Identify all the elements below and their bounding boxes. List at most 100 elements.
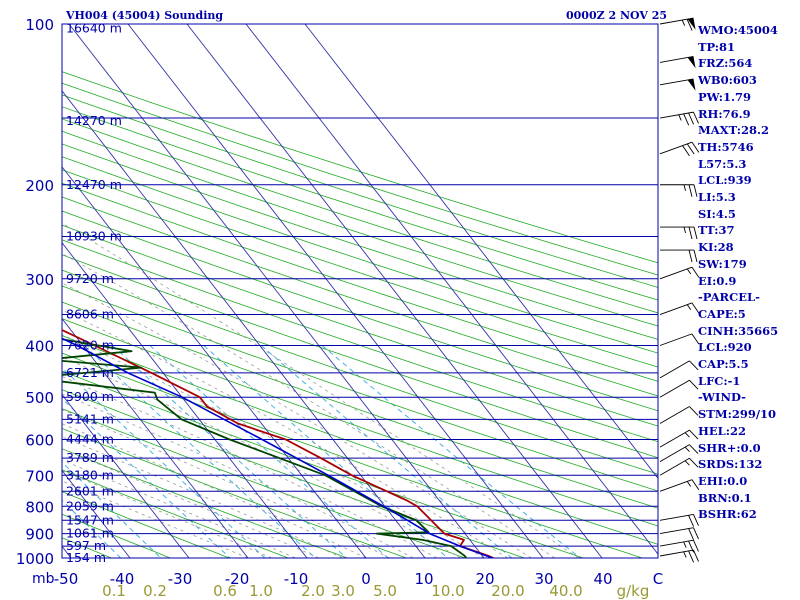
dry-adiabat <box>62 118 658 314</box>
height-label: 1547 m <box>66 512 114 527</box>
index-line: SHR+:0.0 <box>698 440 761 455</box>
dry-adiabat <box>62 169 658 368</box>
height-label: 16640 m <box>66 21 122 36</box>
index-line: SI:4.5 <box>698 206 736 221</box>
wind-barb <box>659 111 699 126</box>
wind-barb <box>659 479 700 492</box>
index-line: SW:179 <box>698 256 747 271</box>
wind-barb <box>659 141 700 157</box>
isotherm-line <box>62 317 249 558</box>
moist-adiabat <box>62 459 296 558</box>
plot-frame <box>61 23 659 559</box>
index-line: LCL:920 <box>698 340 752 355</box>
index-line: EHI:0.0 <box>698 473 748 488</box>
index-line: MAXT:28.2 <box>698 123 769 138</box>
pressure-label: 1000 <box>16 550 54 568</box>
index-line: BRN:0.1 <box>698 490 752 505</box>
temperature-profile <box>62 329 496 558</box>
mixing-ratio-line <box>149 345 389 558</box>
moist-adiabat <box>62 334 485 558</box>
isotherm-line <box>186 24 603 558</box>
index-line: RH:76.9 <box>698 106 751 121</box>
index-line: TH:5746 <box>698 139 754 154</box>
dry-adiabat <box>62 156 658 354</box>
index-line: WMO:45004 <box>698 23 778 37</box>
moist-adiabat <box>62 423 367 558</box>
indices-panel: WMO:45004 TP:81 FRZ:564 WB0:603 PW:1.79 RH:76… <box>698 22 798 523</box>
wind-barb <box>659 360 699 379</box>
dry-adiabat <box>62 196 658 397</box>
height-label: 2059 m <box>66 498 114 513</box>
isotherm-line <box>62 166 367 558</box>
height-label: 3789 m <box>66 450 114 465</box>
isotherm-line <box>127 24 544 558</box>
moist-adiabat <box>62 470 272 558</box>
index-line: SRDS:132 <box>698 457 763 472</box>
dry-adiabat <box>62 318 658 527</box>
isotherm-line <box>62 393 190 558</box>
index-line: CAP:5.5 <box>698 357 749 372</box>
index-line: L57:5.3 <box>698 156 747 171</box>
dry-adiabat <box>62 254 658 459</box>
mixing-ratio-line <box>203 345 448 558</box>
index-line: TT:37 <box>698 223 735 238</box>
height-label: 4444 m <box>66 432 114 447</box>
wind-barb <box>659 444 699 463</box>
index-line: BSHR:62 <box>698 507 757 522</box>
index-line: LCL:939 <box>698 173 752 188</box>
isotherm-line <box>245 24 658 555</box>
dry-adiabat <box>62 71 658 264</box>
wind-barb <box>659 56 696 69</box>
isobars <box>61 23 659 559</box>
moist-adiabat <box>62 375 437 558</box>
pressure-label: 300 <box>25 271 54 289</box>
pressure-label: 100 <box>25 16 54 34</box>
wind-barb <box>660 184 698 197</box>
wind-barb <box>659 78 696 91</box>
height-label: 3180 m <box>66 467 114 482</box>
mixing-ratio-line <box>260 345 513 558</box>
height-label: 14270 m <box>66 113 122 128</box>
temperature-tick: 20 <box>475 570 494 588</box>
wind-barb <box>660 226 698 240</box>
mixing-ratio-tick: 3.0 <box>331 582 355 600</box>
index-line: STM:299/10 <box>698 407 777 422</box>
pressure-unit-label: mb <box>32 571 55 587</box>
mixing-ratio-tick: 1.0 <box>249 582 273 600</box>
parcel-profile <box>62 337 495 558</box>
wind-barb <box>659 549 699 563</box>
pressure-label: 900 <box>25 526 54 544</box>
mixing-ratio-tick: 0.1 <box>102 582 126 600</box>
index-line: LFC:-1 <box>698 373 741 388</box>
pressure-label: 600 <box>25 432 54 450</box>
height-label: 1061 m <box>66 526 114 541</box>
height-label: 12470 m <box>66 177 122 192</box>
height-label: 10930 m <box>66 228 122 243</box>
temperature-tick: 10 <box>414 570 433 588</box>
mixing-ratio-unit: g/kg <box>617 582 650 600</box>
index-line: EI:0.9 <box>698 273 737 288</box>
valid-time: 0000Z 2 NOV 25 <box>566 9 668 22</box>
height-label: 2601 m <box>66 483 114 498</box>
wind-barb <box>659 406 699 424</box>
height-label: 154 m <box>66 550 106 565</box>
temperature-tick: 30 <box>534 570 553 588</box>
dry-adiabat <box>62 224 658 427</box>
mixing-ratio-tick: 40.0 <box>549 582 582 600</box>
temperature-tick: -50 <box>54 570 79 588</box>
dry-adiabat <box>62 269 658 475</box>
wind-barb <box>659 17 696 31</box>
mixing-ratio-tick: 0.6 <box>213 582 237 600</box>
temperature-tick: -10 <box>284 570 309 588</box>
mixing-ratio-line <box>83 345 316 558</box>
height-label: 9720 m <box>66 271 114 286</box>
isotherm-line <box>304 24 658 479</box>
index-line: KI:28 <box>698 240 734 255</box>
sounding-title: VH004 (45004) Sounding <box>66 9 224 22</box>
index-line: PW:1.79 <box>698 89 752 104</box>
isotherm-line <box>0 24 12 558</box>
dry-adiabat <box>62 182 658 382</box>
height-label: 7620 m <box>66 338 114 353</box>
mixing-ratio-tick: 20.0 <box>491 582 524 600</box>
